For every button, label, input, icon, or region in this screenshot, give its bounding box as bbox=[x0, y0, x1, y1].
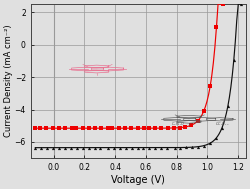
Text: $OC_6H_{13}$: $OC_6H_{13}$ bbox=[215, 121, 230, 128]
X-axis label: Voltage (V): Voltage (V) bbox=[111, 175, 165, 185]
Y-axis label: Current Density (mA cm⁻²): Current Density (mA cm⁻²) bbox=[4, 25, 13, 137]
Text: $C_6H_{13}O$: $C_6H_{13}O$ bbox=[170, 121, 185, 128]
